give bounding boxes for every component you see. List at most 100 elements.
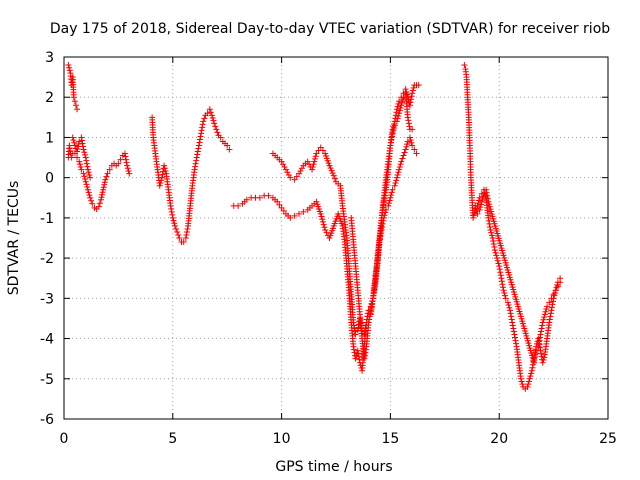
data-point: [206, 106, 213, 113]
data-point-interp: [407, 137, 414, 144]
data-point-interp: [362, 349, 369, 356]
data-point-interp: [403, 143, 410, 150]
data-point-interp: [496, 266, 503, 273]
data-point-interp: [311, 158, 318, 165]
data-point-interp: [362, 325, 369, 332]
data-point: [70, 94, 77, 101]
data-point-interp: [201, 115, 208, 122]
data-point: [156, 182, 163, 189]
data-point: [398, 158, 405, 165]
data-point-interp: [319, 216, 326, 223]
data-point: [80, 170, 87, 177]
data-point: [300, 208, 307, 215]
data-point-interp: [362, 346, 369, 353]
data-point-interp: [525, 381, 532, 388]
data-point-interp: [280, 207, 287, 214]
data-point: [491, 247, 498, 254]
data-point-interp: [490, 241, 497, 248]
data-point: [102, 176, 109, 183]
data-point: [274, 198, 281, 205]
data-point-interp: [311, 155, 318, 162]
data-point-interp: [162, 167, 169, 174]
data-point-interp: [500, 284, 507, 291]
data-point-interp: [168, 205, 175, 212]
data-point-interp: [549, 301, 556, 308]
data-point-interp: [542, 308, 549, 315]
data-point-interp: [327, 165, 334, 172]
data-point-interp: [387, 139, 394, 146]
data-point: [406, 102, 413, 109]
data-point-interp: [214, 129, 221, 136]
data-point-interp: [96, 200, 103, 207]
data-point-interp: [78, 137, 85, 144]
data-point: [411, 146, 418, 153]
data-point-interp: [100, 184, 107, 191]
data-point-interp: [74, 146, 81, 153]
data-point: [287, 174, 294, 181]
data-point-interp: [548, 304, 555, 311]
data-point: [485, 214, 492, 221]
data-point-interp: [529, 364, 536, 371]
data-point-interp: [497, 272, 504, 279]
data-point-interp: [361, 328, 368, 335]
data-point-interp: [350, 346, 357, 353]
data-point: [313, 150, 320, 157]
data-point: [84, 166, 91, 173]
data-point: [193, 154, 200, 161]
data-point: [489, 235, 496, 241]
data-point: [402, 146, 409, 153]
data-point: [171, 222, 178, 229]
data-point: [71, 142, 78, 149]
data-point-interp: [169, 211, 176, 218]
data-point-interp: [397, 104, 404, 111]
data-point: [78, 166, 85, 173]
data-point-interp: [525, 378, 532, 385]
data-point: [161, 162, 168, 169]
data-point-interp: [408, 93, 415, 100]
data-point-interp: [543, 306, 550, 313]
data-point-interp: [394, 171, 401, 178]
data-point-interp: [312, 153, 319, 160]
data-point-interp: [329, 170, 336, 177]
data-point-interp: [508, 316, 515, 323]
data-point: [124, 162, 131, 169]
data-point-interp: [85, 189, 92, 196]
data-point-interp: [511, 334, 518, 341]
data-point: [256, 194, 263, 201]
data-point-interp: [371, 286, 378, 293]
data-point: [174, 228, 181, 235]
data-point-interp: [535, 338, 542, 345]
data-point: [87, 174, 94, 181]
data-point-interp: [484, 192, 491, 199]
data-point: [89, 200, 96, 207]
data-point-interp: [66, 64, 73, 71]
data-point-interp: [82, 151, 89, 158]
data-point-interp: [538, 328, 545, 335]
data-point: [71, 98, 78, 105]
data-point-interp: [394, 115, 401, 122]
data-point: [472, 202, 479, 209]
data-point-interp: [475, 197, 482, 204]
data-point-interp: [470, 212, 477, 219]
data-point-interp: [310, 161, 317, 168]
data-point: [385, 202, 392, 209]
data-point: [535, 335, 542, 342]
data-point: [69, 134, 76, 141]
data-point: [350, 343, 357, 350]
data-point: [369, 295, 376, 302]
data-point-interp: [399, 155, 406, 162]
data-point: [496, 263, 503, 270]
data-point-interp: [365, 310, 372, 317]
data-point: [361, 355, 368, 362]
data-point: [546, 319, 553, 326]
data-point: [500, 287, 507, 294]
data-point: [352, 331, 359, 338]
data-point-interp: [499, 281, 506, 288]
data-point: [507, 307, 514, 314]
data-point-interp: [99, 189, 106, 196]
data-point-interp: [173, 225, 180, 232]
data-point-interp: [293, 173, 300, 180]
data-point-interp: [395, 169, 402, 176]
data-point-interp: [509, 322, 516, 329]
